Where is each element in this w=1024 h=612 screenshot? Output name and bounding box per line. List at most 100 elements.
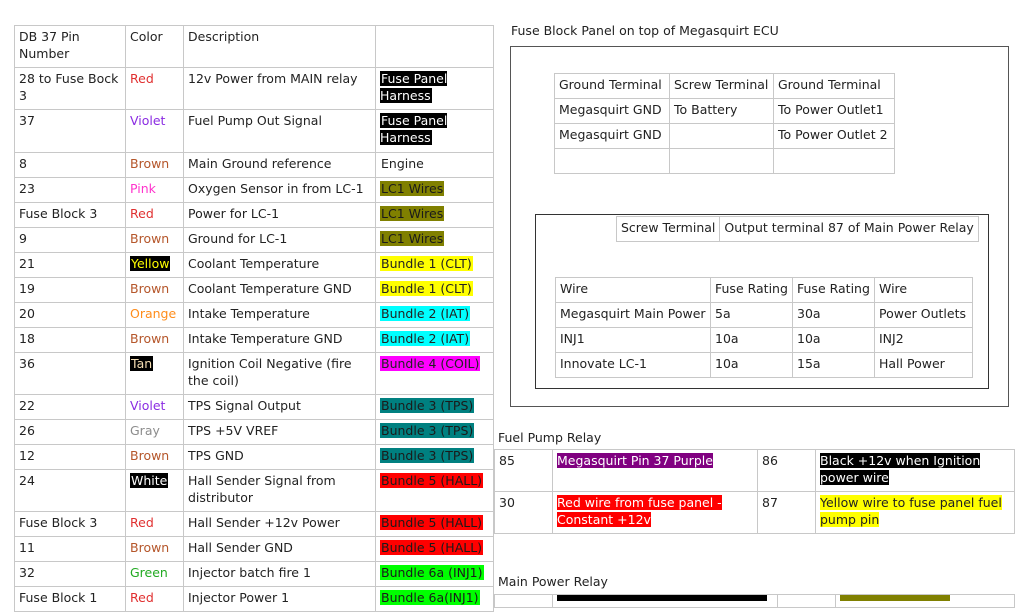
wire-color-label: Gray [130,423,160,438]
pin-number: 21 [14,252,126,278]
pin-number: 9 [14,227,126,253]
pin-description: Main Ground reference [183,152,376,178]
bundle-cell: LC1 Wires [375,202,494,228]
wire-color-cell: Violet [125,394,184,420]
relay-header-row-cell: Output terminal 87 of Main Power Relay [719,216,979,242]
terminal-row: Megasquirt GND To Battery To Power Outlet1 [554,98,895,124]
pin-number: 12 [14,444,126,470]
bundle-label: LC1 Wires [380,231,445,246]
pin-description: Ground for LC-1 [183,227,376,253]
wire-color-cell: Brown [125,327,184,353]
bundle-cell: Engine [375,152,494,178]
terminal-row-cell: To Power Outlet1 [773,98,895,124]
terminal-row-cell: Screw Terminal [669,73,774,99]
bundle-label: Fuse Panel Harness [380,71,448,103]
pin-description: Intake Temperature [183,302,376,328]
fuse-row-cell: 30a [792,302,875,328]
header-bundle [375,25,494,68]
terminal-row-cell: To Battery [669,98,774,124]
pin-row: 22 Violet TPS Signal Output Bundle 3 (TPS) [14,394,494,420]
fuse-row: Wire Fuse Rating Fuse Rating Wire [555,277,973,303]
header-pin: DB 37 Pin Number [14,25,126,68]
wire-color-label: Brown [130,281,170,296]
fuel-pump-relay-title: Fuel Pump Relay [498,430,602,445]
bundle-cell: Bundle 5 (HALL) [375,536,494,562]
terminal-row: Megasquirt GND To Power Outlet 2 [554,123,895,149]
main-power-relay-table [494,594,1015,608]
fuse-row-cell: Wire [874,277,973,303]
pin-number: 37 [14,109,126,153]
wire-color-cell: Red [125,586,184,612]
bundle-cell: Bundle 3 (TPS) [375,444,494,470]
relay-pin: 85 [494,449,553,492]
relay-wire-cell: Yellow wire to fuse panel fuel pump pin [815,491,1015,534]
fuel-pump-relay-body: 85 Megasquirt Pin 37 Purple 86 Black +12v w… [494,449,1015,534]
pin-description: Hall Sender +12v Power [183,511,376,537]
pin-table-body: DB 37 Pin Number Color Description 28 to… [14,25,494,612]
pin-row: Fuse Block 3 Red Power for LC-1 LC1 Wires [14,202,494,228]
fuse-row-cell: Power Outlets [874,302,973,328]
terminal-row-cell [773,148,895,174]
wire-color-label: Brown [130,540,170,555]
main-relay-cell-a [552,594,778,608]
terminal-row [554,148,895,174]
pin-description: Coolant Temperature GND [183,277,376,303]
wire-color-label: Brown [130,156,170,171]
relay-wire-label: Red wire from fuse panel - Constant +12v [557,495,722,527]
wire-color-label: Brown [130,448,170,463]
fuse-row-cell: 10a [710,327,793,353]
fuse-panel-box: Ground Terminal Screw Terminal Ground Term… [510,46,1009,407]
relay-pin: 87 [757,491,816,534]
bundle-label: Fuse Panel Harness [380,113,448,145]
fuse-row-cell: Innovate LC-1 [555,352,711,378]
fuse-row: Megasquirt Main Power 5a 30a Power Outlets [555,302,973,328]
pin-description: Injector batch fire 1 [183,561,376,587]
wire-color-cell: Tan [125,352,184,395]
pin-number: Fuse Block 3 [14,511,126,537]
pin-description: Fuel Pump Out Signal [183,109,376,153]
bundle-cell: Bundle 5 (HALL) [375,511,494,537]
pin-description: Coolant Temperature [183,252,376,278]
fuse-table: Wire Fuse Rating Fuse Rating Wire Megasquirt… [555,277,973,378]
wire-color-cell: Red [125,202,184,228]
wire-color-cell: Pink [125,177,184,203]
pin-row: 37 Violet Fuel Pump Out Signal Fuse Panel H… [14,109,494,153]
bundle-cell: Bundle 1 (CLT) [375,277,494,303]
wire-color-label: Tan [130,356,154,371]
fuse-row: INJ1 10a 10a INJ2 [555,327,973,353]
terminal-row-cell [669,123,774,149]
terminal-table: Ground Terminal Screw Terminal Ground Term… [554,73,895,174]
bundle-cell: Bundle 3 (TPS) [375,419,494,445]
wire-color-label: White [130,473,169,488]
fuse-row-cell: Wire [555,277,711,303]
fuse-row-cell: Hall Power [874,352,973,378]
wire-color-cell: Green [125,561,184,587]
bundle-cell: Bundle 2 (IAT) [375,327,494,353]
fuse-box-inner: Screw Terminal Output terminal 87 of Main… [535,214,989,389]
wire-color-cell: Red [125,67,184,110]
bundle-cell: Bundle 6a(INJ1) [375,586,494,612]
pin-number: 32 [14,561,126,587]
fuse-panel-title: Fuse Block Panel on top of Megasquirt EC… [511,23,779,38]
bundle-label: Bundle 5 (HALL) [380,473,484,488]
pin-description: TPS GND [183,444,376,470]
wire-color-label: Red [130,590,154,605]
wire-color-label: Green [130,565,168,580]
pin-row: 18 Brown Intake Temperature GND Bundle 2 (I… [14,327,494,353]
relay-header-row-cell: Screw Terminal [615,216,721,242]
relay-row: 30 Red wire from fuse panel - Constant +1… [494,491,1015,534]
main-relay-bar-a [557,595,767,601]
main-relay-cell-pin-a [494,594,553,608]
bundle-label: Bundle 2 (IAT) [380,306,471,321]
fuse-row: Innovate LC-1 10a 15a Hall Power [555,352,973,378]
wire-color-cell: Brown [125,536,184,562]
pin-number: 22 [14,394,126,420]
pin-description: Hall Sender GND [183,536,376,562]
fuse-row-cell: 5a [710,302,793,328]
fuse-row-cell: INJ2 [874,327,973,353]
wire-color-label: Yellow [130,256,171,271]
pin-row: 19 Brown Coolant Temperature GND Bundle 1 (… [14,277,494,303]
bundle-cell: LC1 Wires [375,177,494,203]
bundle-label: Bundle 5 (HALL) [380,540,484,555]
pin-number: 24 [14,469,126,512]
